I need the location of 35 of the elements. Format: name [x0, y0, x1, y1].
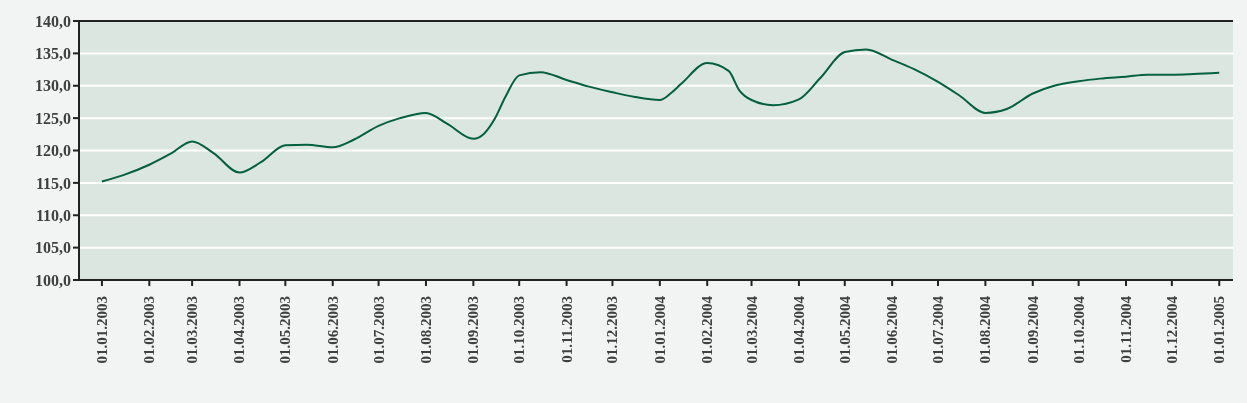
- x-tick-label: 01.07.2003: [370, 296, 387, 364]
- x-tick-label: 01.01.2003: [93, 296, 110, 364]
- x-tick-label: 01.01.2005: [1211, 296, 1228, 364]
- x-tick-label: 01.08.2004: [977, 295, 994, 364]
- x-tick-label: 01.11.2003: [558, 296, 575, 363]
- y-tick-label: 125,0: [35, 109, 71, 127]
- x-tick-label: 01.02.2003: [141, 296, 158, 364]
- x-tick-label: 01.10.2004: [1070, 295, 1087, 364]
- y-tick-label: 110,0: [35, 206, 71, 224]
- x-tick-label: 01.09.2003: [465, 296, 482, 364]
- x-tick-label: 01.07.2004: [930, 295, 946, 364]
- x-tick-label: 01.12.2003: [604, 296, 621, 364]
- line-series: [100, 48, 1221, 183]
- y-tick-label: 135,0: [35, 45, 71, 63]
- y-tick-label: 130,0: [35, 77, 71, 95]
- x-tick-label: 01.12.2004: [1163, 295, 1180, 364]
- y-tick-label: 100,0: [35, 271, 71, 289]
- x-tick-label: 01.03.2003: [184, 296, 201, 364]
- y-tick-label: 115,0: [35, 174, 71, 192]
- x-tick-label: 01.06.2003: [324, 296, 341, 364]
- x-tick-label: 01.06.2004: [884, 295, 901, 364]
- x-tick-label: 01.05.2003: [277, 296, 294, 364]
- x-tick-label: 01.10.2003: [511, 296, 528, 364]
- y-tick-label: 140,0: [35, 12, 71, 30]
- x-tick-label: 01.04.2003: [231, 296, 248, 364]
- x-tick-label: 01.08.2003: [417, 296, 434, 364]
- x-tick-label: 01.01.2004: [651, 295, 668, 364]
- y-tick-label: 105,0: [35, 239, 71, 257]
- x-tick-label: 01.11.2004: [1118, 295, 1135, 363]
- y-tick-label: 120,0: [35, 142, 71, 160]
- x-tick-label: 01.03.2004: [743, 295, 760, 364]
- x-tick-label: 01.09.2004: [1024, 295, 1041, 364]
- x-tick-label: 01.05.2004: [836, 295, 853, 364]
- x-tick-label: 01.04.2004: [790, 295, 807, 364]
- x-tick-label: 01.02.2004: [699, 295, 716, 364]
